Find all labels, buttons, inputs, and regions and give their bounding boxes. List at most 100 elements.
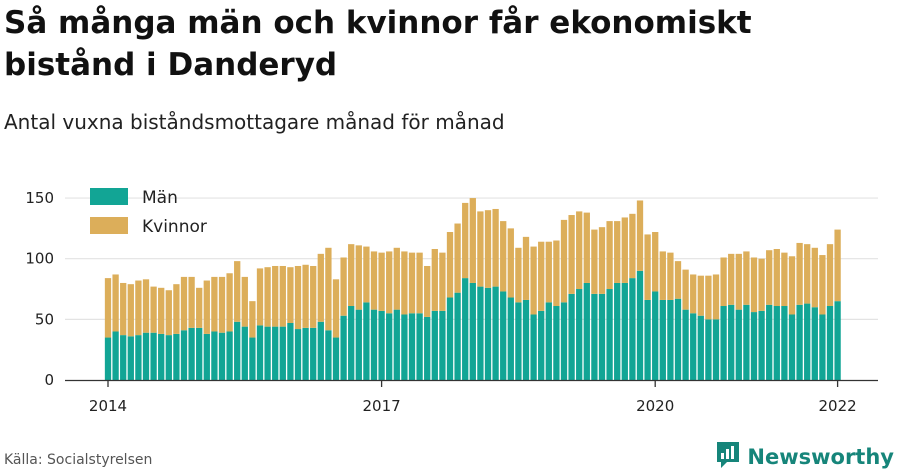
brand-logo: Newsworthy bbox=[715, 440, 894, 474]
y-tick-label: 100 bbox=[25, 250, 54, 268]
bar-men bbox=[279, 326, 286, 380]
bar-women bbox=[674, 261, 682, 299]
bar-men bbox=[743, 304, 750, 380]
bar-women bbox=[180, 276, 188, 331]
bar-women bbox=[606, 221, 613, 290]
bar-men bbox=[826, 306, 834, 380]
bar-men bbox=[606, 289, 613, 380]
bar-women bbox=[705, 275, 712, 320]
bar-men bbox=[249, 337, 256, 380]
bar-women bbox=[424, 265, 431, 317]
bar-men bbox=[302, 327, 309, 380]
bar-series bbox=[104, 198, 841, 380]
bar-women bbox=[576, 211, 583, 290]
bar-women bbox=[522, 236, 530, 300]
bar-women bbox=[127, 284, 134, 337]
bar-women bbox=[294, 265, 302, 330]
bar-men bbox=[370, 309, 378, 380]
bar-men bbox=[355, 309, 362, 380]
bar-women bbox=[682, 269, 689, 310]
legend-label-men: Män bbox=[142, 188, 178, 208]
bar-women bbox=[728, 253, 735, 305]
bar-men bbox=[773, 306, 780, 380]
bar-men bbox=[363, 302, 370, 380]
legend: Män Kvinnor bbox=[90, 188, 207, 237]
bar-women bbox=[279, 265, 286, 327]
bar-men bbox=[112, 331, 119, 380]
bar-men bbox=[211, 331, 218, 380]
bar-men bbox=[652, 291, 659, 380]
bar-women bbox=[659, 251, 666, 300]
bar-women bbox=[804, 244, 811, 304]
bar-women bbox=[530, 246, 537, 315]
bar-women bbox=[750, 257, 758, 313]
bar-men bbox=[560, 302, 568, 380]
bar-women bbox=[150, 286, 157, 333]
bar-men bbox=[226, 331, 233, 380]
bar-women bbox=[142, 279, 150, 333]
bar-men bbox=[834, 301, 841, 380]
bar-men bbox=[667, 299, 674, 380]
bar-men bbox=[203, 333, 210, 380]
bar-men bbox=[614, 282, 621, 380]
bar-women bbox=[743, 251, 750, 305]
y-tick-label: 150 bbox=[25, 189, 54, 207]
bar-women bbox=[408, 252, 416, 314]
bar-women bbox=[515, 247, 522, 303]
bar-women bbox=[256, 268, 264, 326]
y-tick-label: 0 bbox=[44, 371, 54, 389]
newsworthy-logo-icon bbox=[715, 440, 741, 474]
bar-women bbox=[173, 284, 180, 334]
bar-men bbox=[142, 332, 150, 380]
bar-women bbox=[538, 241, 545, 311]
bar-men bbox=[234, 321, 241, 380]
bar-women bbox=[332, 279, 340, 338]
bar-women bbox=[484, 210, 492, 288]
bar-men bbox=[766, 304, 773, 380]
bar-men bbox=[135, 335, 142, 380]
bar-men bbox=[294, 329, 302, 380]
bar-women bbox=[325, 247, 332, 331]
bar-men bbox=[621, 282, 628, 380]
bar-women bbox=[112, 274, 119, 332]
bar-women bbox=[317, 253, 324, 322]
bar-women bbox=[469, 198, 476, 283]
bar-men bbox=[819, 314, 826, 380]
bar-men bbox=[180, 330, 188, 380]
bar-women bbox=[203, 280, 210, 334]
bar-men bbox=[545, 302, 552, 380]
bar-women bbox=[545, 241, 552, 303]
bar-women bbox=[796, 242, 803, 305]
bar-men bbox=[720, 306, 727, 380]
bar-men bbox=[196, 327, 203, 380]
bar-men bbox=[454, 292, 461, 380]
bar-women bbox=[401, 251, 408, 315]
bar-men bbox=[735, 309, 742, 380]
bar-women bbox=[781, 252, 788, 307]
bar-men bbox=[325, 330, 332, 380]
bar-women bbox=[652, 232, 659, 292]
bar-women bbox=[621, 217, 628, 283]
bar-women bbox=[712, 274, 720, 320]
bar-men bbox=[127, 336, 134, 380]
bar-women bbox=[568, 215, 575, 294]
bar-women bbox=[477, 211, 484, 287]
bar-women bbox=[416, 252, 423, 314]
bar-men bbox=[348, 306, 355, 380]
bar-women bbox=[826, 244, 834, 307]
bar-men bbox=[462, 278, 469, 380]
x-tick-label: 2014 bbox=[89, 397, 127, 415]
bar-women bbox=[446, 232, 454, 298]
bar-women bbox=[439, 252, 446, 311]
bar-men bbox=[120, 335, 127, 380]
bar-men bbox=[568, 293, 575, 380]
bar-men bbox=[553, 306, 560, 380]
bar-women bbox=[287, 267, 294, 323]
y-axis: 0 50 100 150 bbox=[25, 189, 54, 389]
bar-men bbox=[811, 307, 818, 380]
bar-men bbox=[408, 313, 416, 380]
bar-men bbox=[256, 325, 264, 380]
bar-men bbox=[340, 315, 347, 380]
bar-men bbox=[750, 312, 758, 380]
bar-men bbox=[173, 333, 180, 380]
